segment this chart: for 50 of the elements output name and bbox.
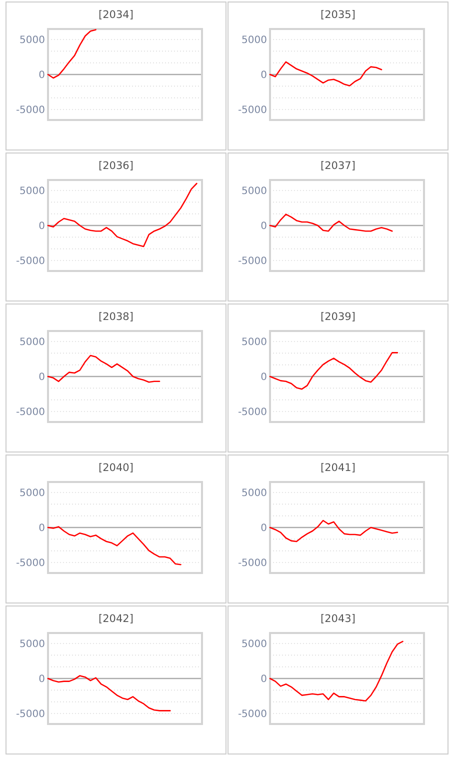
chart-title: [2042] bbox=[98, 613, 134, 625]
y-tick-label: -5000 bbox=[16, 709, 45, 720]
y-tick-label: -5000 bbox=[238, 105, 267, 116]
line-series bbox=[269, 352, 398, 390]
chart-title: [2034] bbox=[98, 9, 134, 21]
chart-title: [2037] bbox=[320, 160, 356, 172]
line-series bbox=[47, 354, 160, 383]
y-tick-label: -5000 bbox=[238, 709, 267, 720]
y-tick-label: -5000 bbox=[238, 558, 267, 569]
chart-title: [2038] bbox=[98, 311, 134, 323]
y-tick-label: 5000 bbox=[20, 488, 45, 499]
y-tick-label: 5000 bbox=[242, 337, 267, 348]
y-tick-label: 5000 bbox=[20, 639, 45, 650]
y-tick-label: -5000 bbox=[16, 558, 45, 569]
chart-title: [2035] bbox=[320, 9, 356, 21]
line-series bbox=[47, 29, 96, 79]
y-tick-label: -5000 bbox=[16, 105, 45, 116]
y-tick-label: -5000 bbox=[16, 407, 45, 418]
line-series bbox=[269, 214, 393, 232]
chart-title: [2036] bbox=[98, 160, 134, 172]
y-tick-label: 0 bbox=[38, 221, 45, 232]
y-tick-label: 0 bbox=[260, 523, 267, 534]
y-tick-label: 5000 bbox=[20, 186, 45, 197]
line-series bbox=[47, 182, 198, 248]
line-series bbox=[269, 640, 404, 702]
y-tick-label: 5000 bbox=[242, 639, 267, 650]
line-series bbox=[47, 526, 182, 566]
line-series bbox=[47, 675, 171, 712]
y-tick-label: 5000 bbox=[242, 35, 267, 46]
chart-title: [2039] bbox=[320, 311, 356, 323]
chart-title: [2041] bbox=[320, 462, 356, 474]
chart-title: [2040] bbox=[98, 462, 134, 474]
y-tick-label: 5000 bbox=[242, 488, 267, 499]
y-tick-label: 0 bbox=[38, 523, 45, 534]
y-tick-label: 5000 bbox=[242, 186, 267, 197]
line-series bbox=[269, 520, 398, 542]
y-tick-label: 0 bbox=[260, 221, 267, 232]
y-tick-label: 5000 bbox=[20, 35, 45, 46]
y-tick-label: 0 bbox=[260, 674, 267, 685]
chart-title: [2043] bbox=[320, 613, 356, 625]
y-tick-label: 0 bbox=[260, 70, 267, 81]
y-tick-label: 0 bbox=[38, 70, 45, 81]
y-tick-label: 0 bbox=[260, 372, 267, 383]
y-tick-label: 5000 bbox=[20, 337, 45, 348]
line-series bbox=[269, 61, 382, 86]
y-tick-label: -5000 bbox=[16, 256, 45, 267]
y-tick-label: -5000 bbox=[238, 256, 267, 267]
y-tick-label: 0 bbox=[38, 372, 45, 383]
y-tick-label: 0 bbox=[38, 674, 45, 685]
y-tick-label: -5000 bbox=[238, 407, 267, 418]
